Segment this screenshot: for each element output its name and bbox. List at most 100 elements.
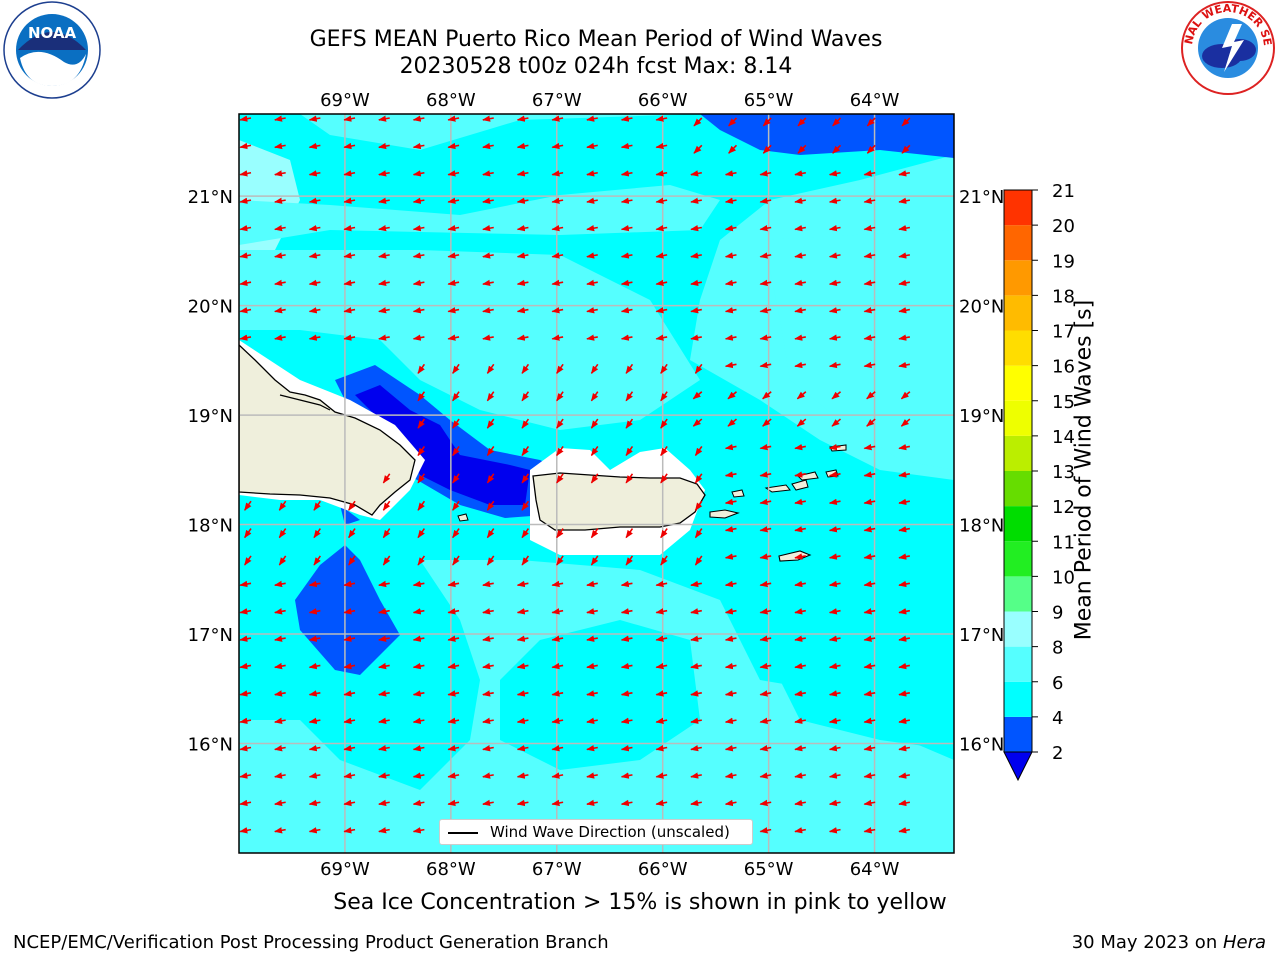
wave-arrow xyxy=(724,580,737,588)
colorbar: 2 4 6 8 9 10 11 12 13 14 15 16 17 18 19 20 21 xyxy=(1003,181,1075,782)
wave-arrow xyxy=(274,608,286,615)
wave-arrow xyxy=(452,555,460,566)
wave-arrow xyxy=(898,334,911,341)
wave-arrow xyxy=(759,361,772,369)
wave-arrow xyxy=(551,717,564,724)
wave-arrow xyxy=(278,528,287,539)
wave-arrow xyxy=(625,391,634,402)
wave-arrow xyxy=(655,690,668,697)
wave-arrow xyxy=(308,334,321,341)
wave-arrow xyxy=(690,252,702,259)
wave-arrow xyxy=(694,528,703,539)
wave-arrow xyxy=(486,418,495,429)
wave-arrow xyxy=(898,662,911,670)
wave-arrow xyxy=(863,799,876,807)
wave-arrow xyxy=(724,443,737,451)
colorbar-label-14: 14 xyxy=(1052,427,1075,448)
wave-arrow xyxy=(447,142,460,150)
wave-arrow xyxy=(551,745,564,752)
wave-arrow xyxy=(412,772,425,779)
wave-arrow xyxy=(828,717,841,724)
wave-arrow xyxy=(412,279,425,287)
wave-arrow xyxy=(724,197,737,204)
wave-arrow xyxy=(308,170,321,177)
wave-arrow xyxy=(551,142,564,150)
wave-arrow xyxy=(482,197,494,204)
colorbar-label-17: 17 xyxy=(1052,322,1075,343)
wave-arrow xyxy=(417,391,426,402)
wave-arrow xyxy=(586,608,598,615)
nws-logo-text: NATIONAL WEATHER SERVICE xyxy=(0,0,1274,47)
wave-arrow xyxy=(620,334,633,341)
wave-arrow xyxy=(590,445,599,457)
wave-arrow xyxy=(724,799,737,807)
wave-arrow xyxy=(551,115,564,122)
wave-arrow xyxy=(551,608,564,615)
wave-arrow xyxy=(620,115,633,122)
wave-arrow xyxy=(244,528,252,539)
map-subtitle: 20230528 t00z 024h fcst Max: 8.14 xyxy=(399,54,793,79)
wave-arrow xyxy=(239,690,252,697)
wave-arrow xyxy=(724,498,737,505)
period-zone-4-6-south-patch xyxy=(500,620,700,770)
wave-arrow xyxy=(828,307,841,314)
wave-arrow xyxy=(690,224,702,232)
wave-arrow xyxy=(343,772,356,779)
wave-arrow xyxy=(863,498,876,505)
wave-arrow xyxy=(244,555,252,566)
wave-arrow xyxy=(694,363,703,374)
wave-arrow xyxy=(239,170,252,177)
wave-arrow xyxy=(898,307,911,314)
wave-arrow xyxy=(690,799,702,807)
wave-arrow xyxy=(556,473,564,484)
wave-arrow xyxy=(447,717,460,724)
wave-arrow xyxy=(447,662,460,670)
wave-arrow xyxy=(796,418,807,427)
wave-arrow xyxy=(516,334,529,341)
wave-arrow xyxy=(586,580,598,588)
wave-arrow xyxy=(759,197,772,204)
wave-arrow xyxy=(759,580,772,588)
lon-label-top-4: 65°W xyxy=(744,90,794,111)
wave-arrow xyxy=(794,717,806,724)
wave-arrow xyxy=(898,717,911,724)
wave-arrow xyxy=(898,197,911,204)
lon-label-bottom-1: 68°W xyxy=(426,859,476,880)
wave-arrow xyxy=(724,334,737,341)
wave-arrow xyxy=(724,635,737,642)
wave-arrow xyxy=(694,445,703,457)
wave-arrow xyxy=(724,772,737,779)
wave-arrow xyxy=(551,252,564,259)
wave-arrow xyxy=(343,224,356,232)
wave-arrow xyxy=(655,745,668,752)
wave-arrow xyxy=(832,117,842,127)
wave-arrow xyxy=(660,555,668,566)
wave-arrow xyxy=(625,473,634,484)
wave-arrow xyxy=(660,473,668,484)
map-frame xyxy=(238,113,955,854)
wave-arrow xyxy=(759,252,772,259)
wave-arrow xyxy=(655,142,668,150)
wave-arrow xyxy=(378,772,390,779)
wave-arrow xyxy=(620,608,633,615)
wave-arrow xyxy=(590,363,599,374)
wave-arrow xyxy=(412,799,425,807)
wave-arrow xyxy=(278,500,287,511)
wave-arrow xyxy=(863,635,876,642)
colorbar-label-11: 11 xyxy=(1052,532,1075,553)
wave-arrow xyxy=(274,662,286,670)
wave-arrow xyxy=(378,717,390,724)
wave-arrow xyxy=(516,745,529,752)
colorbar-title: Mean Period of Wind Waves [s] xyxy=(1071,299,1097,641)
wave-arrow xyxy=(759,279,772,287)
lat-label-left-4: 17°N xyxy=(188,625,233,646)
wave-arrow xyxy=(586,307,598,314)
wave-arrow xyxy=(452,391,460,402)
wave-arrow xyxy=(660,391,668,402)
wave-arrow xyxy=(828,772,841,779)
wave-arrow xyxy=(343,690,356,697)
wave-arrow xyxy=(521,418,530,429)
colorbar-label-2: 2 xyxy=(1052,743,1063,764)
wave-arrow xyxy=(343,662,356,670)
